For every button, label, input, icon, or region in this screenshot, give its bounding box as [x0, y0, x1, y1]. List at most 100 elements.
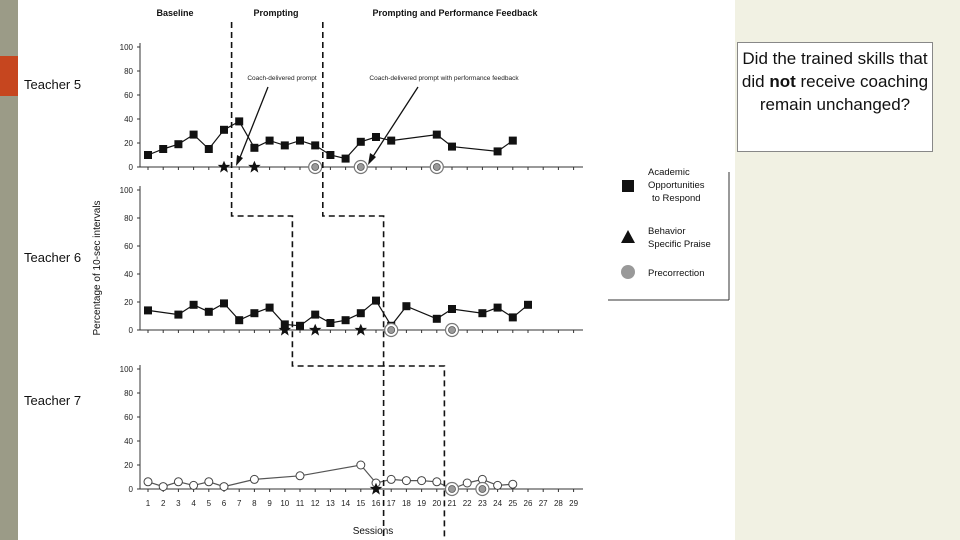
- panel-5-point-aotr: [204, 145, 213, 153]
- panel-5-y-tick-label: 80: [124, 67, 133, 76]
- panel-6-point-aotr: [250, 309, 259, 318]
- panel-7-y-tick-label: 80: [124, 389, 133, 398]
- panel-6-point-precorrection: [387, 326, 396, 334]
- phase-label-baseline: Baseline: [156, 8, 193, 18]
- legend-label-aotr-line3: to Respond: [652, 193, 701, 204]
- panel-6-point-aotr: [189, 300, 198, 309]
- x-tick-label: 27: [539, 499, 548, 508]
- panel-5-point-aotr: [296, 136, 304, 145]
- panel-6-y-tick-label: 0: [129, 326, 134, 335]
- panel-5-point-aotr: [311, 141, 320, 150]
- panel-5-point-aotr: [387, 136, 396, 145]
- left-stripe: [0, 0, 18, 540]
- legend-label-precorrection: Precorrection: [648, 268, 705, 279]
- panel-5-point-precorrection: [356, 163, 365, 171]
- panel-6-point-aotr: [356, 309, 365, 318]
- x-tick-label: 8: [252, 499, 257, 508]
- legend-label-aotr-line2: Opportunities: [648, 180, 705, 191]
- panel-7-point-precorrection: [478, 485, 487, 493]
- panel-6-point-aotr: [235, 316, 244, 325]
- panel-6-point-aotr: [372, 296, 380, 305]
- panel-7-y-tick-label: 40: [124, 437, 133, 446]
- panel-6-y-tick-label: 40: [124, 270, 133, 279]
- panel-label-teacher-6: Teacher 6: [24, 250, 81, 265]
- left-accent: [0, 56, 18, 96]
- x-tick-label: 14: [341, 499, 350, 508]
- question-text-start: Did the trained skills that did: [741, 49, 928, 91]
- x-tick-label: 20: [432, 499, 441, 508]
- panel-7-point-aotr: [173, 477, 183, 487]
- panel-7-y-tick-label: 60: [124, 413, 133, 422]
- panel-7-point-aotr: [356, 460, 366, 470]
- x-tick-label: 21: [448, 499, 457, 508]
- panel-6-point-aotr: [493, 303, 502, 312]
- panel-label-teacher-5: Teacher 5: [24, 77, 81, 92]
- panel-6-point-aotr: [174, 310, 183, 319]
- legend-label-bsp-line2: Specific Praise: [648, 239, 711, 250]
- panel-5-y-tick-label: 0: [129, 163, 134, 172]
- x-tick-label: 23: [478, 499, 487, 508]
- question-box: Did the trained skills that did not rece…: [737, 42, 933, 152]
- x-tick-label: 24: [493, 499, 502, 508]
- panel-7-point-aotr: [417, 476, 427, 486]
- panel-6-y-tick-label: 80: [124, 214, 133, 223]
- x-tick-label: 28: [554, 499, 563, 508]
- panel-5-point-precorrection: [432, 163, 441, 171]
- panel-label-teacher-7: Teacher 7: [24, 393, 81, 408]
- panel-6-y-tick-label: 100: [120, 186, 134, 195]
- annotation-feedback: Coach-delivered prompt with performance …: [369, 75, 519, 82]
- panel-6-point-aotr: [432, 314, 441, 323]
- annotation-arrow-feedback: [371, 86, 419, 159]
- multiple-baseline-chart: Baseline Prompting Prompting and Perform…: [24, 8, 730, 540]
- panel-5-point-aotr: [174, 140, 183, 149]
- question-text-bold: not: [769, 72, 796, 91]
- panel-6-point-aotr: [296, 321, 304, 330]
- x-tick-label: 1: [146, 499, 151, 508]
- panel-6-point-aotr: [220, 299, 228, 308]
- x-tick-label: 4: [191, 499, 196, 508]
- panel-6-point-aotr: [508, 313, 517, 322]
- panel-6-y-tick-label: 60: [124, 242, 133, 251]
- panel-5-y-tick-label: 20: [124, 139, 133, 148]
- panel-6-point-aotr: [144, 306, 152, 315]
- x-tick-label: 2: [161, 499, 166, 508]
- x-tick-label: 22: [463, 499, 472, 508]
- legend-label-bsp-line1: Behavior: [648, 226, 686, 237]
- x-tick-label: 6: [222, 499, 227, 508]
- panel-5-point-aotr: [432, 130, 441, 139]
- x-tick-label: 25: [508, 499, 517, 508]
- panel-6-point-aotr: [478, 309, 487, 318]
- x-tick-label: 19: [417, 499, 426, 508]
- panel-7-point-aotr: [401, 476, 411, 486]
- panel-5-point-aotr: [493, 147, 502, 156]
- panel-5-point-aotr: [341, 154, 350, 163]
- x-tick-label: 29: [569, 499, 578, 508]
- x-tick-label: 26: [524, 499, 533, 508]
- annotation-arrowhead-feedback: [368, 153, 376, 165]
- x-tick-label: 15: [356, 499, 365, 508]
- panel-7-point-aotr: [189, 480, 199, 490]
- panel-5-point-aotr: [189, 130, 198, 139]
- legend-label-aotr: Academic Opportunities to Respond: [648, 167, 707, 204]
- phase-change-line-1: [230, 22, 385, 540]
- x-tick-label: 17: [387, 499, 396, 508]
- panel-7-point-aotr: [493, 480, 503, 490]
- panel-5-y-tick-label: 40: [124, 115, 133, 124]
- panel-7-point-aotr: [158, 482, 168, 492]
- annotation-feedback-text: Coach-delivered prompt with performance …: [369, 75, 519, 82]
- x-tick-label: 5: [207, 499, 212, 508]
- phase-label-prompting-feedback: Prompting and Performance Feedback: [372, 8, 538, 18]
- panel-6-point-aotr: [402, 302, 411, 311]
- x-tick-label: 16: [372, 499, 381, 508]
- panel-5-point-aotr: [159, 145, 168, 153]
- legend-marker-square: [622, 180, 634, 192]
- x-tick-label: 12: [311, 499, 320, 508]
- panel-5-y-tick-label: 100: [120, 43, 134, 52]
- panel-6-point-aotr: [311, 310, 320, 319]
- annotation-prompt: Coach-delivered prompt: [247, 75, 317, 82]
- x-axis-title: Sessions: [353, 526, 394, 537]
- panel-5-point-aotr: [144, 151, 152, 159]
- annotation-arrow-prompt: [238, 86, 269, 161]
- panel-5-point-precorrection: [311, 163, 320, 171]
